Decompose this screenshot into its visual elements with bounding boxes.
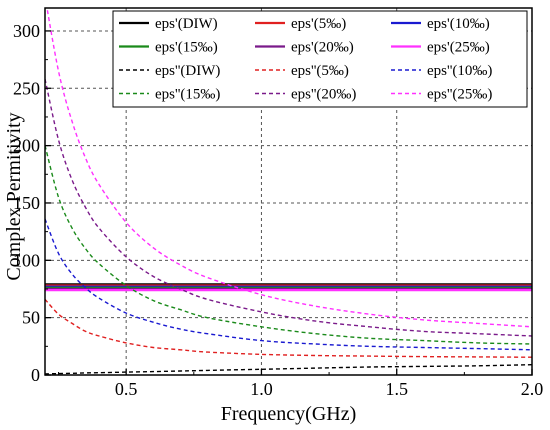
- series-line-9: [45, 145, 532, 345]
- y-tick-label: 50: [22, 308, 40, 328]
- legend-box: [112, 10, 528, 108]
- x-tick-label: 1.5: [385, 379, 408, 399]
- legend-label: eps''(10‰): [427, 63, 492, 79]
- series-line-10: [45, 78, 532, 337]
- series-line-7: [45, 298, 532, 358]
- legend-label: eps'(DIW): [155, 16, 218, 32]
- x-tick-label: 2.0: [521, 379, 544, 399]
- legend-label: eps'(25‰): [427, 40, 490, 56]
- legend-label: eps'(10‰): [427, 16, 490, 32]
- y-axis-title: Complex Permitivity: [3, 112, 25, 280]
- x-axis-ticks: 0.5 1.0 1.5 2.0: [58, 369, 544, 399]
- legend-label: eps'(20‰): [291, 40, 354, 56]
- legend: eps'(DIW) eps'(5‰) eps'(10‰) eps'(15‰) eps'(…: [112, 10, 528, 108]
- y-tick-label: 200: [13, 136, 40, 156]
- legend-label: eps''(25‰): [427, 87, 492, 103]
- y-axis-ticks: 0 50 100 150 200 250 300: [13, 21, 51, 385]
- y-tick-label: 300: [13, 21, 40, 41]
- y-tick-label: 0: [31, 365, 40, 385]
- plot-frame: [44, 7, 533, 376]
- x-tick-label: 0.5: [115, 379, 138, 399]
- legend-label: eps'(15‰): [155, 40, 218, 56]
- series-line-8: [45, 218, 532, 351]
- legend-label: eps''(15‰): [155, 87, 220, 103]
- legend-label: eps'(5‰): [291, 16, 346, 32]
- series-line-6: [45, 364, 532, 375]
- y-tick-label: 150: [13, 193, 40, 213]
- y-tick-label: 100: [13, 250, 40, 270]
- legend-label: eps''(DIW): [155, 63, 220, 79]
- y-tick-label: 250: [13, 78, 40, 98]
- x-axis-title: Frequency(GHz): [221, 403, 357, 425]
- legend-label: eps''(20‰): [291, 87, 356, 103]
- series-lines: [45, 8, 532, 375]
- legend-label: eps''(5‰): [291, 63, 349, 79]
- series-line-11: [46, 8, 532, 328]
- x-tick-label: 1.0: [250, 379, 273, 399]
